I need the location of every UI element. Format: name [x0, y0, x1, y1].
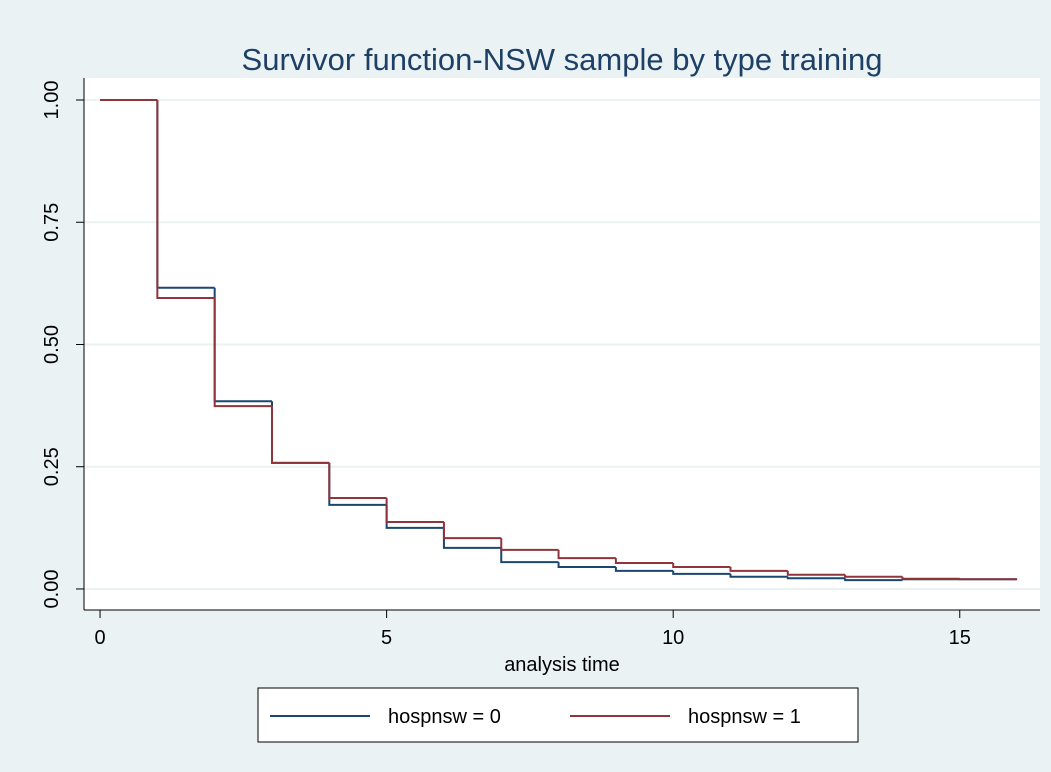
step-segment: [385, 498, 444, 523]
x-axis-label: analysis time: [504, 654, 620, 676]
y-tick-label: 0.75: [41, 203, 63, 242]
step-segment: [156, 100, 215, 300]
y-tick-label: 0.50: [41, 325, 63, 364]
step-segment: [729, 573, 788, 578]
step-segment: [557, 562, 616, 568]
step-segment: [844, 574, 903, 578]
y-tick-label: 0.25: [41, 447, 63, 486]
step-segment: [328, 462, 387, 500]
chart-title: Survivor function-NSW sample by type tra…: [242, 42, 883, 77]
step-segment: [672, 563, 731, 568]
step-segment: [672, 570, 731, 575]
step-segment: [442, 521, 502, 540]
step-segment: [786, 576, 846, 580]
step-segment: [844, 578, 903, 582]
step-segment: [557, 549, 616, 560]
step-segment: [614, 566, 674, 572]
step-segment: [786, 570, 846, 576]
step-segment: [213, 298, 272, 408]
step-segment: [729, 566, 788, 572]
legend-label: hospnsw = 0: [388, 706, 501, 728]
x-tick-label: 5: [381, 627, 392, 649]
step-segment: [614, 558, 674, 565]
step-segment: [500, 547, 559, 564]
y-tick-label: 0.00: [41, 570, 63, 609]
x-tick-label: 0: [94, 627, 105, 649]
y-tick-label: 1.00: [41, 81, 63, 120]
legend-label: hospnsw = 1: [688, 706, 801, 728]
step-segment: [500, 538, 559, 551]
x-tick-label: 10: [662, 627, 684, 649]
step-segment: [901, 576, 960, 580]
step-segment: [270, 406, 330, 464]
x-tick-label: 15: [949, 627, 971, 649]
